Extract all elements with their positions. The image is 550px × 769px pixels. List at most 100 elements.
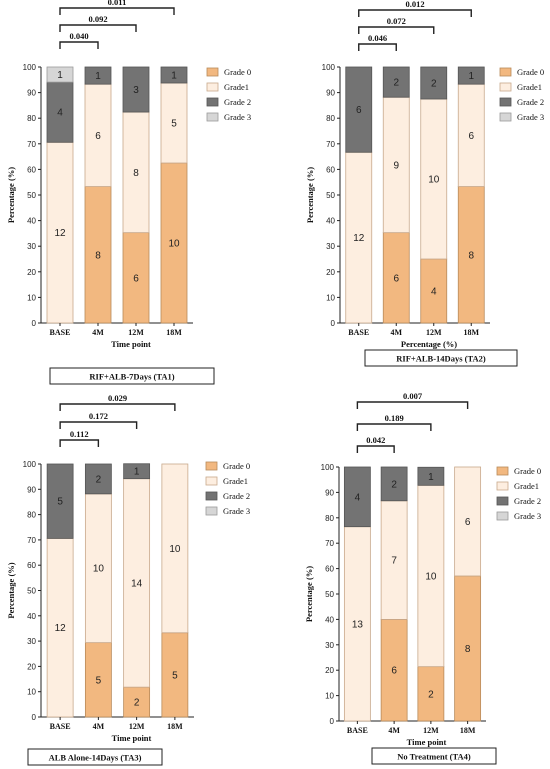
x-category-label: 18M bbox=[167, 722, 183, 731]
y-tick-label: 50 bbox=[326, 191, 335, 200]
panel-caption: RIF+ALB-14Days (TA2) bbox=[396, 354, 486, 364]
bar-value-label: 6 bbox=[356, 105, 362, 116]
legend-label: Grade 0 bbox=[517, 67, 544, 77]
legend-swatch bbox=[496, 496, 509, 506]
y-tick-label: 0 bbox=[330, 717, 335, 726]
bar-segment bbox=[382, 96, 410, 234]
bar-segment bbox=[84, 493, 112, 644]
y-tick-label: 0 bbox=[32, 713, 37, 722]
significance-bracket bbox=[59, 7, 175, 15]
bar-segment bbox=[382, 66, 410, 98]
y-tick-label: 50 bbox=[325, 590, 334, 599]
y-tick-label: 100 bbox=[23, 63, 37, 72]
p-value-label: 0.042 bbox=[366, 435, 385, 445]
bar-segment bbox=[343, 466, 371, 528]
legend-label: Grade 3 bbox=[224, 112, 251, 122]
bar-value-label: 7 bbox=[391, 556, 397, 567]
y-tick-label: 90 bbox=[27, 89, 36, 98]
bar-value-label: 1 bbox=[468, 71, 474, 82]
legend-swatch bbox=[205, 491, 218, 501]
y-tick-label: 20 bbox=[325, 666, 334, 675]
bar-segment bbox=[345, 66, 373, 153]
p-value-label: 0.040 bbox=[69, 31, 88, 41]
legend-swatch bbox=[496, 481, 509, 491]
bar-value-label: 1 bbox=[171, 71, 177, 82]
p-value-label: 0.011 bbox=[108, 0, 127, 7]
legend-swatch bbox=[206, 112, 219, 122]
significance-bracket bbox=[59, 421, 138, 429]
bar-value-label: 14 bbox=[131, 578, 143, 589]
y-tick-label: 20 bbox=[27, 662, 36, 671]
bar-segment bbox=[46, 81, 74, 143]
y-axis-title: Percentage (%) bbox=[6, 167, 16, 223]
y-axis-title: Percentage (%) bbox=[304, 566, 314, 622]
bar-segment bbox=[160, 66, 188, 84]
bar-value-label: 5 bbox=[57, 497, 63, 508]
bar-value-label: 1 bbox=[57, 70, 63, 81]
bar-value-label: 5 bbox=[96, 675, 102, 686]
x-category-label: BASE bbox=[50, 722, 71, 731]
y-tick-label: 60 bbox=[326, 165, 335, 174]
x-axis-title: Time point bbox=[112, 733, 152, 743]
legend-label: Grade 2 bbox=[223, 491, 250, 501]
significance-bracket bbox=[356, 445, 395, 453]
panel-caption: ALB Alone-14Days (TA3) bbox=[49, 753, 142, 763]
legend-swatch bbox=[205, 461, 218, 471]
bar-value-label: 10 bbox=[428, 175, 440, 186]
bar-segment bbox=[420, 98, 448, 260]
y-tick-label: 90 bbox=[326, 89, 335, 98]
legend-label: Grade1 bbox=[223, 476, 248, 486]
bar-segment bbox=[161, 463, 189, 634]
chart-panel-4: 0 10 20 30 40 50 60 70 80 90 100 Percentage (%) 13 4 B… bbox=[304, 391, 541, 765]
x-category-label: 18M bbox=[460, 726, 476, 735]
x-category-label: BASE bbox=[348, 328, 369, 337]
bar-segment bbox=[417, 666, 445, 722]
y-tick-label: 80 bbox=[27, 511, 36, 520]
y-axis-title: Percentage (%) bbox=[6, 562, 16, 618]
bar-value-label: 8 bbox=[95, 250, 101, 261]
x-category-label: 4M bbox=[390, 328, 402, 337]
bar-segment bbox=[123, 478, 151, 688]
significance-bracket bbox=[356, 401, 469, 409]
p-value-label: 0.072 bbox=[387, 16, 406, 26]
legend-swatch bbox=[496, 466, 509, 476]
y-tick-label: 20 bbox=[326, 268, 335, 277]
x-category-label: BASE bbox=[347, 726, 368, 735]
bar-value-label: 2 bbox=[393, 78, 399, 89]
y-tick-label: 60 bbox=[27, 165, 36, 174]
y-tick-label: 70 bbox=[27, 536, 36, 545]
bar-value-label: 4 bbox=[57, 108, 63, 119]
bar-value-label: 12 bbox=[353, 233, 365, 244]
caption-box bbox=[371, 747, 497, 765]
legend-label: Grade 2 bbox=[514, 496, 541, 506]
bar-segment bbox=[123, 463, 151, 480]
bar-segment bbox=[122, 111, 150, 234]
significance-bracket bbox=[358, 26, 435, 34]
y-tick-label: 40 bbox=[326, 217, 335, 226]
y-tick-label: 10 bbox=[27, 293, 36, 302]
y-tick-label: 40 bbox=[325, 615, 334, 624]
caption-box bbox=[364, 349, 518, 367]
legend-label: Grade 0 bbox=[224, 67, 251, 77]
bar-value-label: 6 bbox=[133, 273, 139, 284]
x-category-label: 12M bbox=[423, 726, 439, 735]
y-tick-label: 90 bbox=[325, 488, 334, 497]
y-tick-label: 90 bbox=[27, 485, 36, 494]
bar-segment bbox=[417, 484, 445, 668]
legend-swatch bbox=[499, 67, 512, 77]
x-axis-title: Time point bbox=[407, 737, 447, 747]
bar-segment bbox=[454, 466, 482, 577]
bar-value-label: 12 bbox=[54, 228, 66, 239]
bar-value-label: 1 bbox=[95, 71, 101, 82]
y-tick-label: 100 bbox=[23, 460, 37, 469]
bar-segment bbox=[84, 463, 112, 495]
y-tick-label: 80 bbox=[27, 114, 36, 123]
bar-value-label: 10 bbox=[169, 544, 181, 555]
chart-panel-1: 0 10 20 30 40 50 60 70 80 90 100 Percentage (%) 12 4 1… bbox=[6, 0, 251, 385]
bar-segment bbox=[380, 500, 408, 620]
y-tick-label: 80 bbox=[325, 514, 334, 523]
y-tick-label: 80 bbox=[326, 114, 335, 123]
bar-value-label: 2 bbox=[391, 479, 397, 490]
p-value-label: 0.172 bbox=[89, 411, 108, 421]
